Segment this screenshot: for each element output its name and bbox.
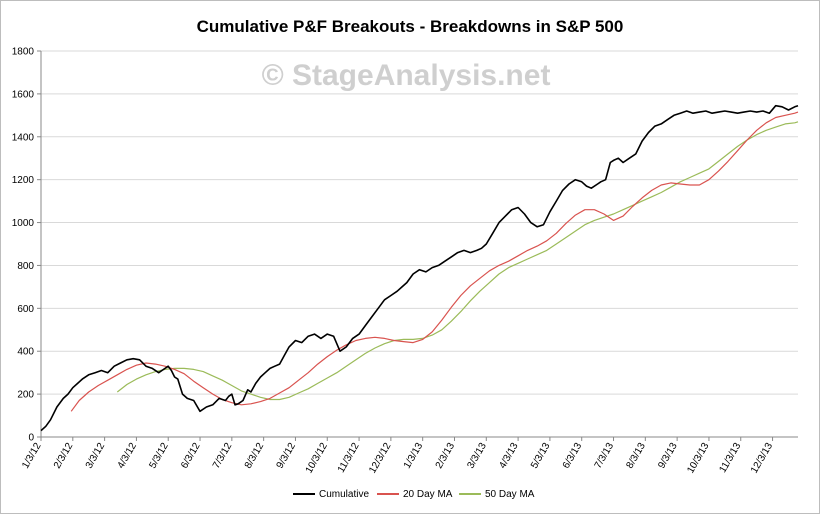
x-tick-label: 8/3/13 <box>624 441 648 471</box>
x-tick-label: 4/3/12 <box>116 441 140 471</box>
x-tick-label: 10/3/13 <box>685 441 711 476</box>
x-tick-label: 6/3/12 <box>179 441 203 471</box>
legend-item-cumulative-label: Cumulative <box>319 489 369 500</box>
x-tick-label: 8/3/12 <box>243 441 267 471</box>
x-tick-label: 1/3/12 <box>20 441 44 471</box>
y-tick-label: 400 <box>17 347 34 358</box>
legend-item-50-day-ma-label: 50 Day MA <box>485 489 535 500</box>
x-tick-label: 11/3/13 <box>718 441 744 475</box>
legend: Cumulative 20 Day MA 50 Day MA <box>293 489 535 500</box>
legend-item-20-day-ma-label: 20 Day MA <box>403 489 453 500</box>
chart-title: Cumulative P&F Breakouts - Breakdowns in… <box>197 17 624 36</box>
x-tick-label: 3/3/12 <box>84 441 108 471</box>
y-tick-label: 600 <box>17 304 34 315</box>
series-line-cumulative <box>40 104 799 432</box>
grid-layer <box>41 50 798 395</box>
y-tick-label: 0 <box>28 433 34 444</box>
x-tick-label: 9/3/13 <box>656 441 680 471</box>
x-tick-label: 12/3/13 <box>749 441 775 476</box>
x-tick-label: 5/3/13 <box>529 441 553 471</box>
y-tick-label: 200 <box>17 390 34 401</box>
x-tick-label: 3/3/13 <box>465 441 489 471</box>
y-tick-label: 1200 <box>12 175 35 186</box>
y-tick-label: 1800 <box>12 47 35 58</box>
x-tick-label: 9/3/12 <box>275 441 299 471</box>
watermark: © StageAnalysis.net <box>262 59 551 92</box>
x-tick-label: 7/3/12 <box>211 441 235 471</box>
x-tick-label: 11/3/12 <box>336 441 362 475</box>
x-tick-label: 5/3/12 <box>147 441 171 471</box>
x-tick-label: 2/3/13 <box>434 441 458 471</box>
y-tick-label: 1600 <box>12 89 35 100</box>
x-tick-label: 12/3/12 <box>367 441 393 476</box>
series-line-50-day-ma <box>116 121 799 401</box>
x-tick-label: 1/3/13 <box>402 441 426 471</box>
x-tick-label: 4/3/13 <box>497 441 521 471</box>
series-layer <box>40 104 799 432</box>
x-tick-label: 2/3/12 <box>52 441 76 471</box>
x-tick-label: 10/3/12 <box>304 441 330 476</box>
axis-layer: 0 200 400 600 800 1000 1200 1400 1600 1800 1/3/12 2… <box>12 47 798 476</box>
y-tick-label: 1400 <box>12 132 35 143</box>
y-tick-label: 1000 <box>12 218 35 229</box>
series-line-20-day-ma <box>70 111 799 412</box>
x-tick-label: 6/3/13 <box>561 441 585 471</box>
y-tick-label: 800 <box>17 261 34 272</box>
x-tick-label: 7/3/13 <box>593 441 617 471</box>
